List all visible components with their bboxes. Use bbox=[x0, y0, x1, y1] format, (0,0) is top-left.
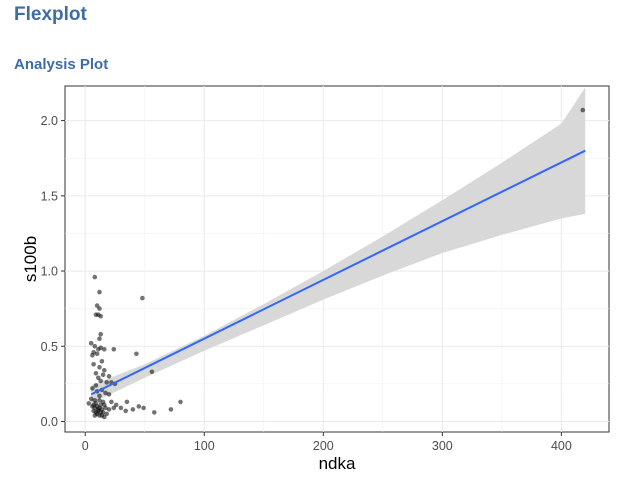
data-point bbox=[106, 407, 112, 412]
data-point bbox=[111, 405, 117, 411]
data-point bbox=[92, 344, 98, 349]
data-point bbox=[97, 365, 102, 370]
data-point bbox=[178, 399, 183, 405]
x-axis-ticks: 0 100 200 300 400 bbox=[82, 432, 572, 453]
data-point bbox=[92, 413, 98, 418]
x-tick-label: 300 bbox=[432, 439, 453, 453]
y-axis-ticks: 0.0 0.5 1.0 1.5 2.0 bbox=[41, 114, 65, 429]
x-tick-label: 400 bbox=[551, 439, 572, 453]
data-point bbox=[97, 393, 102, 399]
data-point bbox=[96, 347, 101, 352]
data-point bbox=[88, 396, 94, 402]
data-point bbox=[90, 386, 95, 391]
data-point bbox=[136, 404, 142, 409]
x-tick-label: 0 bbox=[82, 439, 89, 453]
y-tick-label: 0.0 bbox=[41, 415, 58, 429]
data-point bbox=[97, 306, 102, 311]
data-point bbox=[140, 295, 145, 301]
data-point bbox=[97, 398, 102, 403]
data-point bbox=[152, 410, 157, 415]
data-point bbox=[141, 405, 146, 411]
confidence-band-layer bbox=[91, 87, 586, 404]
data-point bbox=[106, 374, 112, 379]
y-tick-label: 1.0 bbox=[41, 265, 58, 279]
fit-line-layer bbox=[90, 149, 586, 396]
data-point bbox=[98, 378, 103, 384]
data-points bbox=[86, 107, 586, 420]
data-point bbox=[111, 347, 117, 352]
data-point bbox=[134, 351, 139, 357]
section-title: Analysis Plot bbox=[14, 56, 109, 73]
data-point bbox=[102, 347, 107, 352]
data-point bbox=[106, 392, 112, 397]
data-point bbox=[98, 331, 103, 337]
data-point bbox=[168, 407, 174, 412]
data-point bbox=[100, 372, 106, 378]
data-point bbox=[102, 368, 107, 373]
data-point bbox=[118, 405, 124, 411]
x-axis-label: ndka bbox=[319, 454, 356, 473]
data-point bbox=[109, 399, 114, 405]
data-point bbox=[93, 383, 99, 388]
data-point bbox=[91, 362, 96, 367]
confidence-band bbox=[91, 87, 586, 404]
fit-line bbox=[90, 149, 586, 396]
data-point bbox=[580, 107, 586, 113]
data-point bbox=[93, 371, 99, 376]
data-point bbox=[90, 353, 95, 358]
data-point bbox=[97, 336, 102, 342]
data-point bbox=[98, 313, 103, 319]
data-point bbox=[149, 369, 155, 375]
data-point bbox=[104, 411, 109, 417]
data-point bbox=[96, 375, 101, 381]
data-point bbox=[99, 359, 105, 364]
app-title: Flexplot bbox=[14, 4, 87, 25]
data-point bbox=[94, 351, 100, 357]
data-point bbox=[88, 340, 94, 346]
data-point bbox=[104, 380, 109, 385]
data-point bbox=[102, 414, 107, 420]
data-point bbox=[130, 407, 136, 412]
data-point bbox=[97, 289, 102, 295]
data-point bbox=[86, 401, 92, 406]
data-point bbox=[103, 390, 108, 396]
data-point bbox=[123, 408, 128, 414]
y-tick-label: 0.5 bbox=[41, 340, 58, 354]
plot-panel bbox=[64, 85, 610, 433]
data-point bbox=[124, 399, 130, 405]
x-tick-label: 200 bbox=[313, 439, 334, 453]
y-tick-label: 2.0 bbox=[41, 114, 58, 128]
data-point bbox=[92, 274, 98, 280]
y-tick-label: 1.5 bbox=[41, 189, 58, 203]
x-tick-label: 100 bbox=[194, 439, 215, 453]
data-point bbox=[103, 405, 108, 411]
y-axis-label: s100b bbox=[21, 236, 40, 282]
